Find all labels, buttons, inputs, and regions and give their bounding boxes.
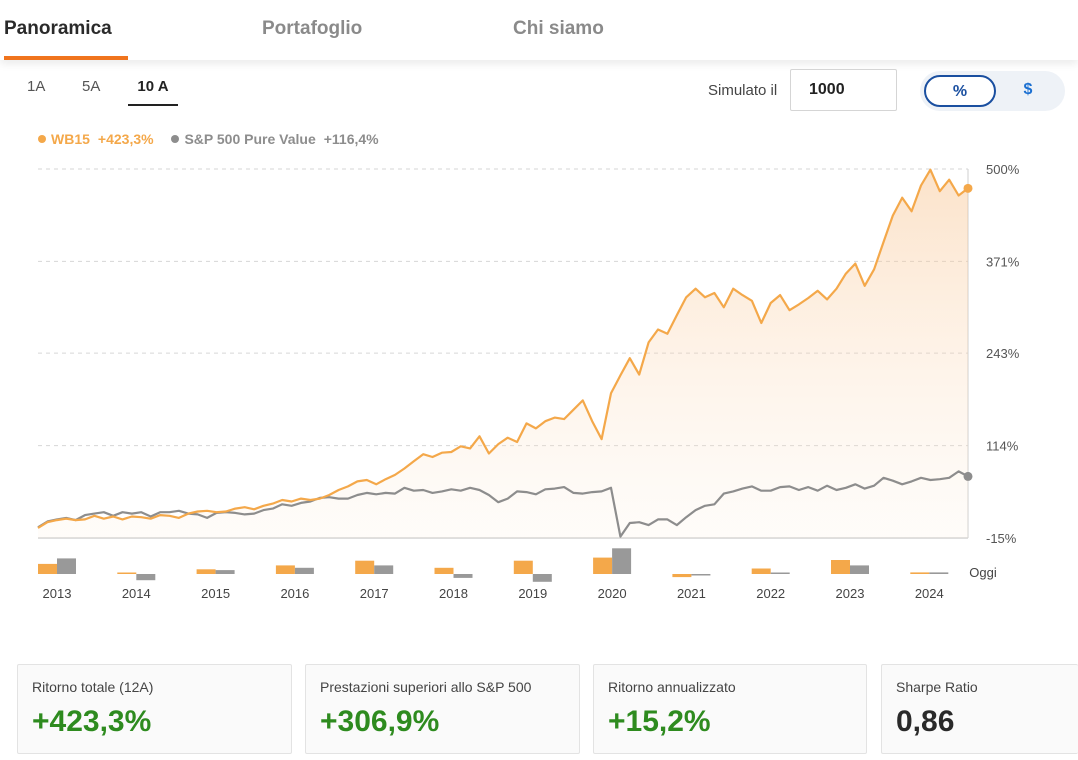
- x-axis-label: 2016: [280, 586, 309, 601]
- legend-dot-icon: [38, 135, 46, 143]
- top-navigation: Panoramica Portafoglio Chi siamo: [0, 0, 1078, 60]
- legend-series-value: +423,3%: [97, 131, 154, 147]
- legend-series-value: +116,4%: [323, 131, 379, 147]
- y-tick-label: 243%: [986, 346, 1020, 361]
- toggle-percent-button[interactable]: %: [924, 75, 996, 107]
- period-5a-button[interactable]: 5A: [82, 78, 101, 95]
- metric-value: +15,2%: [608, 705, 711, 738]
- bar-wb15-2014: [117, 572, 137, 574]
- y-tick-label: 371%: [986, 254, 1020, 269]
- metric-label: Sharpe Ratio: [896, 679, 978, 695]
- chart-area: [38, 169, 968, 538]
- legend-dot-icon: [171, 135, 180, 143]
- bar-sp500-2018: [453, 574, 473, 578]
- bar-sp500-2020: [612, 548, 632, 574]
- metric-value: +306,9%: [320, 705, 440, 738]
- metric-value: +423,3%: [32, 705, 152, 738]
- series-line-sp500: [37, 470, 969, 538]
- bar-sp500-2019: [532, 574, 552, 582]
- tab-panoramica[interactable]: Panoramica: [4, 0, 128, 60]
- y-tick-label: 114%: [986, 439, 1019, 454]
- metric-label: Ritorno totale (12A): [32, 679, 154, 695]
- endpoint-marker-wb15: [963, 183, 973, 193]
- period-1a-button[interactable]: 1A: [27, 78, 46, 95]
- x-axis-label: 2019: [518, 586, 547, 601]
- bar-wb15-2019: [513, 560, 533, 574]
- metric-card-outperformance: Prestazioni superiori allo S&P 500 +306,…: [305, 664, 580, 754]
- bar-wb15-2020: [593, 557, 613, 574]
- y-tick-label: -15%: [986, 531, 1017, 546]
- bar-wb15-2021: [672, 574, 692, 578]
- y-tick-label: 500%: [986, 162, 1020, 177]
- metric-label: Prestazioni superiori allo S&P 500: [320, 679, 532, 695]
- bar-sp500-2014: [136, 574, 156, 581]
- metric-card-sharpe-ratio: Sharpe Ratio 0,86: [881, 664, 1078, 754]
- endpoint-marker-sp500: [963, 471, 973, 481]
- simulation-amount-input[interactable]: [790, 69, 897, 111]
- x-axis-label: 2018: [439, 586, 468, 601]
- bar-sp500-2015: [215, 570, 235, 574]
- metric-value: 0,86: [896, 705, 955, 738]
- x-axis-label: 2014: [122, 586, 151, 601]
- bar-sp500-2013: [57, 558, 76, 574]
- legend-series-name: S&P 500 Pure Value: [184, 131, 316, 147]
- tab-chi-siamo[interactable]: Chi siamo: [513, 18, 604, 39]
- bar-sp500-2017: [374, 565, 394, 574]
- bar-wb15-2022: [751, 568, 771, 574]
- bar-wb15-2017: [355, 560, 375, 574]
- performance-chart[interactable]: 500%371%243%114%-15% 2013 2014 2015 2016 201…: [0, 150, 1078, 610]
- x-axis-label: 2020: [598, 586, 627, 601]
- bar-sp500-2021: [691, 574, 711, 576]
- bar-wb15-2016: [275, 565, 295, 574]
- x-axis-label: 2013: [43, 586, 72, 601]
- tab-portafoglio[interactable]: Portafoglio: [262, 18, 363, 39]
- y-axis-ticks: 500% 371% 243% 114% -15%: [986, 162, 1020, 546]
- x-axis-label: 2023: [836, 586, 865, 601]
- x-axis-label: 2021: [677, 586, 706, 601]
- yearly-bars: [38, 548, 949, 582]
- x-axis-label: Oggi: [969, 565, 997, 580]
- bar-wb15-2018: [434, 567, 454, 574]
- bar-sp500-2024: [929, 572, 949, 574]
- bar-wb15-2023: [831, 560, 850, 574]
- series-line-wb15: [37, 168, 969, 529]
- bar-wb15-2013: [38, 563, 57, 574]
- toggle-dollar-button[interactable]: $: [1023, 81, 1033, 98]
- bar-wb15-2024: [910, 572, 930, 574]
- x-axis-label: 2015: [201, 586, 230, 601]
- bar-sp500-2016: [294, 567, 314, 574]
- metric-label: Ritorno annualizzato: [608, 679, 736, 695]
- x-axis-labels: 2013 2014 2015 2016 2017 2018 2019 2020 2021 2022…: [43, 565, 997, 601]
- legend-item-wb15[interactable]: WB15 +423,3%: [38, 131, 154, 147]
- chart-lines: [37, 168, 973, 538]
- bar-sp500-2022: [770, 572, 790, 574]
- x-axis-label: 2017: [360, 586, 389, 601]
- simulation-label: Simulato il: [708, 82, 778, 99]
- bar-sp500-2023: [850, 565, 869, 574]
- unit-toggle: % $: [920, 71, 1065, 111]
- legend-series-name: WB15: [51, 131, 90, 147]
- period-10a-button[interactable]: 10 A: [128, 78, 178, 106]
- x-axis-label: 2022: [756, 586, 785, 601]
- chart-legend: WB15 +423,3% S&P 500 Pure Value +116,4%: [38, 131, 393, 147]
- metric-card-total-return: Ritorno totale (12A) +423,3%: [17, 664, 292, 754]
- bar-wb15-2015: [196, 569, 216, 574]
- wb15-area: [38, 169, 968, 538]
- x-axis-label: 2024: [915, 586, 944, 601]
- legend-item-sp500[interactable]: S&P 500 Pure Value +116,4%: [171, 131, 379, 147]
- metric-card-annualized-return: Ritorno annualizzato +15,2%: [593, 664, 867, 754]
